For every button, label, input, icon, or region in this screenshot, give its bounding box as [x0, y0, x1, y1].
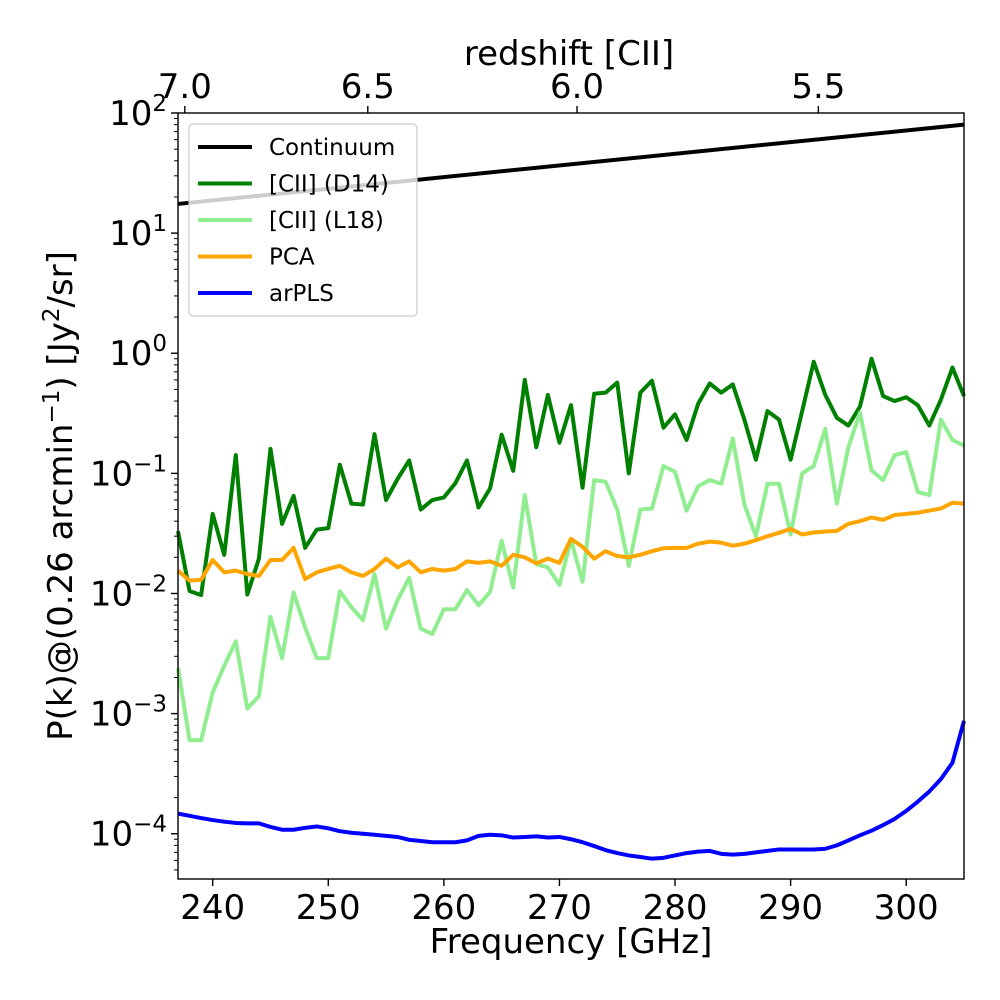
y-tick-label: 10−4	[90, 812, 167, 855]
x-tick-label: 250	[296, 888, 361, 928]
x-axis-label: Frequency [GHz]	[430, 922, 713, 962]
y-axis-label-part-3: /sr]	[41, 251, 81, 307]
series-line-2	[176, 356, 966, 598]
y-tick-label: 10−2	[90, 571, 167, 614]
legend-entries: Continuum [CII] (D14) [CII] (L18) PCA arPLS	[198, 135, 395, 307]
y-tick-exponent: 2	[152, 91, 167, 117]
y-axis-label-part-1: P(k)@(0.26 arcmin	[41, 424, 81, 741]
top-tick-label: 5.5	[791, 67, 845, 107]
y-tick-base: 10	[109, 214, 152, 254]
x-tick-label: 290	[758, 888, 823, 928]
series-layer	[176, 122, 966, 861]
y-tick-exponent: −2	[133, 571, 167, 597]
y-tick-label: 10−3	[90, 692, 167, 735]
y-tick-base: 10	[90, 454, 133, 494]
legend: Continuum [CII] (D14) [CII] (L18) PCA arPLS	[188, 123, 418, 317]
top-tick-label: 6.0	[550, 67, 604, 107]
y-tick-exponent: 1	[152, 211, 167, 237]
y-tick-base: 10	[90, 695, 133, 735]
x-tick-label: 240	[180, 888, 245, 928]
y-tick-exponent: −4	[133, 812, 167, 838]
y-axis-label-exponent-1: −1	[39, 390, 65, 424]
y-tick-label: 101	[109, 211, 167, 254]
y-tick-base: 10	[109, 334, 152, 374]
y-tick-exponent: −3	[133, 692, 167, 718]
legend-label: Continuum	[269, 135, 395, 161]
series-line-5	[177, 720, 966, 861]
top-tick-label: 6.5	[341, 67, 395, 107]
x-tick-label: 280	[643, 888, 708, 928]
x-tick-label: 270	[527, 888, 592, 928]
y-axis-label-part-2: ) [Jy	[41, 322, 81, 390]
x-tick-label: 300	[874, 888, 939, 928]
y-axis-label: P(k)@(0.26 arcmin−1) [Jy2/sr]	[39, 251, 81, 741]
legend-label: [CII] (D14)	[269, 172, 389, 198]
series-line-4	[176, 500, 965, 583]
y-tick-label: 100	[109, 331, 167, 374]
y-tick-exponent: 0	[152, 331, 167, 357]
x-tick-label: 260	[411, 888, 476, 928]
y-tick-base: 10	[90, 574, 133, 614]
top-axis-label: redshift [CII]	[464, 34, 674, 74]
legend-label: arPLS	[269, 281, 334, 307]
y-axis-label-exponent-2: 2	[39, 308, 65, 323]
legend-label: PCA	[269, 245, 315, 271]
y-tick-label: 102	[109, 91, 167, 134]
y-tick-base: 10	[109, 94, 152, 134]
legend-label: [CII] (L18)	[269, 208, 384, 234]
y-tick-exponent: −1	[133, 451, 167, 477]
y-tick-base: 10	[90, 815, 133, 855]
legend-box	[188, 123, 418, 317]
plot-frame	[177, 112, 965, 880]
top-tick-label: 7.0	[158, 67, 212, 107]
y-tick-label: 10−1	[90, 451, 167, 494]
